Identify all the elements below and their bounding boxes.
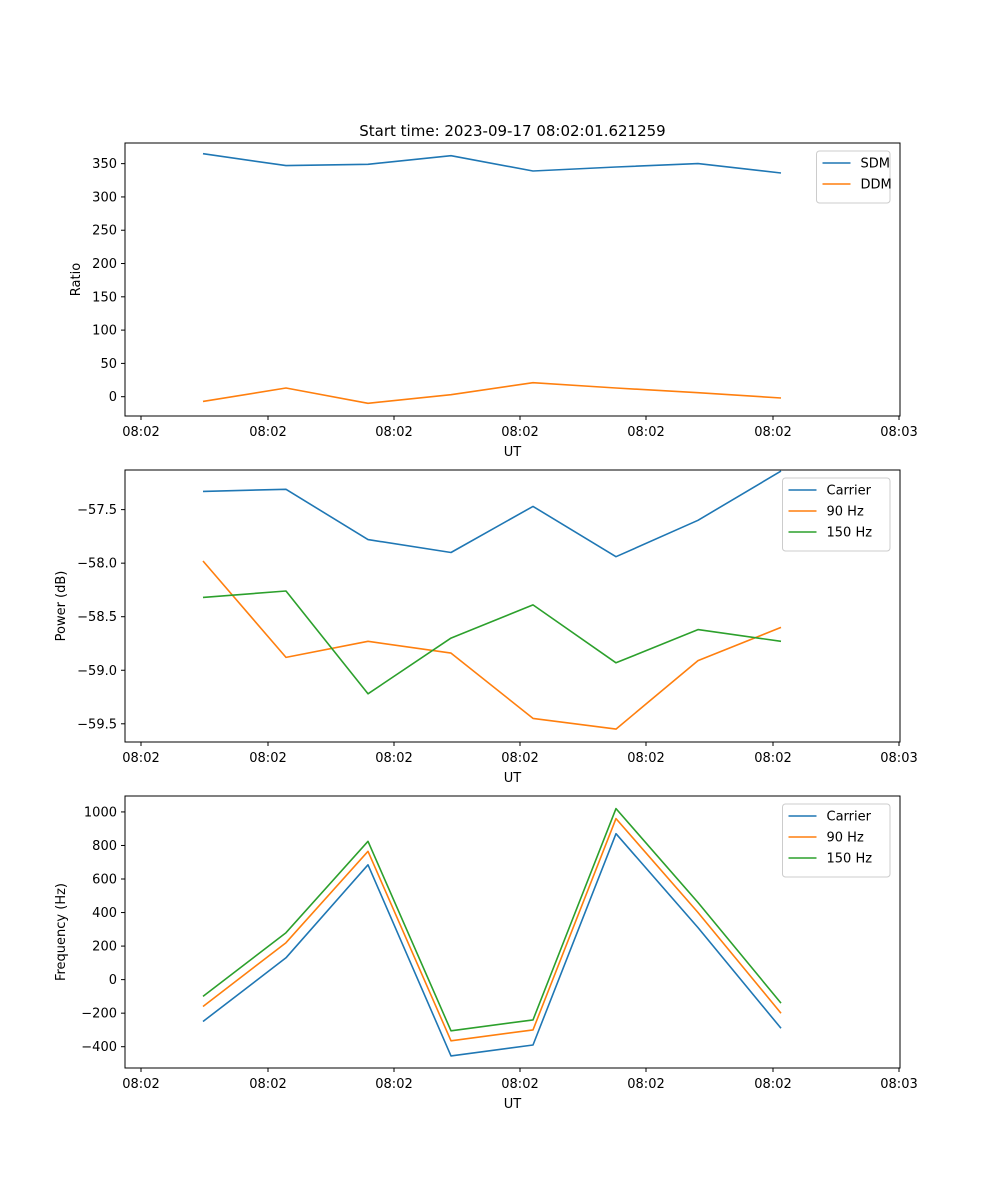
legend-box — [816, 150, 891, 204]
x-tick-label: 08:02 — [627, 425, 664, 440]
chart-title: Start time: 2023-09-17 08:02:01.621259 — [359, 122, 665, 140]
y-tick-label: −57.5 — [77, 503, 117, 518]
legend-label: 150 Hz — [827, 526, 873, 541]
y-tick-label: −59.5 — [77, 717, 117, 732]
x-tick-label: 08:02 — [754, 425, 791, 440]
series-line-carrier — [202, 470, 782, 558]
x-tick-label: 08:02 — [122, 425, 159, 440]
y-tick-label: −59.0 — [77, 664, 117, 679]
legend-label: SDM — [861, 157, 890, 172]
y-tick-label: 200 — [92, 257, 117, 272]
x-tick-label: 08:02 — [122, 751, 159, 766]
y-tick-label: 200 — [92, 940, 117, 955]
series-line-90-hz — [202, 560, 782, 730]
y-tick-label: 1000 — [84, 805, 117, 820]
legend: Carrier 90 Hz 150 Hz — [782, 803, 891, 878]
x-tick-label: 08:03 — [880, 1077, 917, 1092]
y-tick-label: −400 — [81, 1040, 117, 1055]
series-line-sdm — [202, 152, 782, 174]
y-tick-label: 50 — [100, 357, 117, 372]
x-tick-label: 08:02 — [375, 751, 412, 766]
x-tick-label: 08:02 — [627, 751, 664, 766]
legend-label: Carrier — [827, 484, 872, 499]
x-tick-label: 08:02 — [249, 751, 286, 766]
x-tick-label: 08:02 — [501, 1077, 538, 1092]
chart-panel-3: 08:02 08:02 08:02 08:02 08:02 08:02 08:03 UT 100… — [54, 795, 918, 1112]
x-tick-label: 08:02 — [627, 1077, 664, 1092]
legend-label: 90 Hz — [827, 505, 864, 520]
x-tick-label: 08:03 — [880, 425, 917, 440]
axes-frame — [124, 795, 901, 1069]
x-axis-label: UT — [504, 771, 522, 786]
y-tick-label: 150 — [92, 290, 117, 305]
y-tick-label: 800 — [92, 839, 117, 854]
legend-label: 150 Hz — [827, 852, 873, 867]
x-tick-label: 08:02 — [249, 425, 286, 440]
x-tick-label: 08:02 — [122, 1077, 159, 1092]
x-tick-label: 08:02 — [754, 1077, 791, 1092]
chart-panel-2: 08:02 08:02 08:02 08:02 08:02 08:02 08:03 UT −57… — [54, 469, 918, 786]
y-tick-label: −200 — [81, 1007, 117, 1022]
x-axis-label: UT — [504, 1097, 522, 1112]
y-tick-label: 400 — [92, 906, 117, 921]
series-line-ddm — [202, 381, 782, 405]
x-tick-label: 08:02 — [754, 751, 791, 766]
x-tick-label: 08:03 — [880, 751, 917, 766]
legend: Carrier 90 Hz 150 Hz — [782, 477, 891, 552]
y-tick-label: 250 — [92, 224, 117, 239]
y-axis-label: Frequency (Hz) — [54, 883, 69, 981]
y-tick-label: −58.5 — [77, 610, 117, 625]
y-tick-label: 350 — [92, 157, 117, 172]
y-axis-label: Power (dB) — [54, 571, 69, 642]
y-axis-label: Ratio — [69, 263, 84, 296]
legend-label: 90 Hz — [827, 831, 864, 846]
x-tick-label: 08:02 — [501, 425, 538, 440]
legend-label: DDM — [861, 178, 892, 193]
legend-label: Carrier — [827, 810, 872, 825]
y-tick-label: 0 — [109, 973, 117, 988]
series-line-150-hz — [202, 590, 782, 695]
chart-panel-1: Start time: 2023-09-17 08:02:01.621259 08… — [69, 122, 918, 460]
legend: SDM DDM — [816, 150, 892, 204]
series-line-150-hz — [202, 807, 782, 1032]
y-tick-label: 300 — [92, 190, 117, 205]
y-tick-label: −58.0 — [77, 557, 117, 572]
series-line-90-hz — [202, 817, 782, 1042]
x-tick-label: 08:02 — [501, 751, 538, 766]
x-tick-label: 08:02 — [249, 1077, 286, 1092]
x-axis-label: UT — [504, 445, 522, 460]
x-tick-label: 08:02 — [375, 425, 412, 440]
axes-frame — [124, 142, 901, 417]
y-tick-label: 100 — [92, 324, 117, 339]
x-tick-label: 08:02 — [375, 1077, 412, 1092]
y-tick-label: 0 — [109, 390, 117, 405]
series-line-carrier — [202, 832, 782, 1057]
y-tick-label: 600 — [92, 873, 117, 888]
axes-frame — [124, 469, 901, 743]
